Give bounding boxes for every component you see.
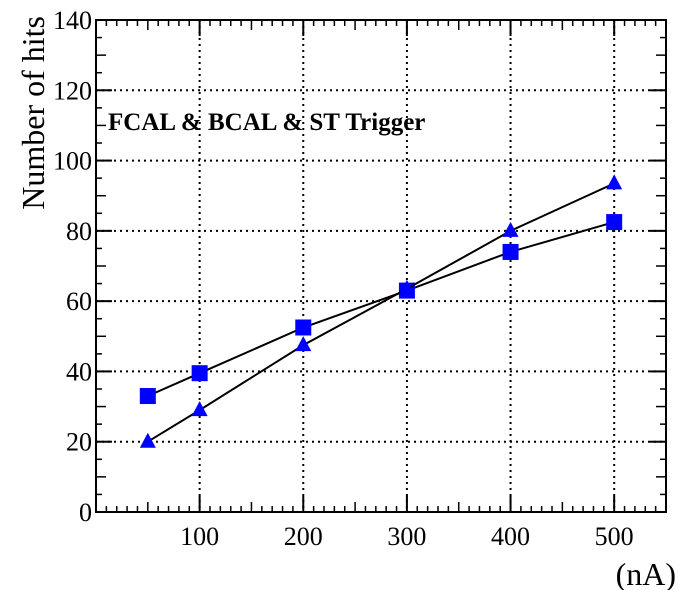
- plot-frame: [95, 19, 667, 513]
- axis-ticks: [96, 19, 667, 513]
- series-line-square: [147, 221, 615, 397]
- x-axis-title: (nA): [616, 556, 676, 590]
- x-tick-label: 300: [387, 522, 426, 551]
- y-tick-label: 60: [66, 287, 92, 316]
- triangle-marker: [295, 336, 312, 352]
- square-marker: [139, 388, 156, 405]
- x-tick-label: 500: [595, 522, 634, 551]
- y-tick-label: 120: [53, 76, 92, 105]
- y-tick-label: 80: [66, 217, 92, 246]
- y-tick-label: 100: [53, 147, 92, 176]
- triangle-marker: [398, 279, 415, 295]
- series-line-triangle: [147, 182, 615, 443]
- x-tick-label: 100: [180, 522, 219, 551]
- square-marker: [295, 319, 312, 336]
- square-marker: [502, 243, 519, 260]
- tick-labels: 100 200 300 400 500 0 20 40 60 80 100 120 140: [53, 6, 634, 551]
- y-tick-label: 140: [53, 6, 92, 35]
- chart-annotation: FCAL & BCAL & ST Trigger: [108, 109, 425, 136]
- square-marker: [606, 214, 623, 231]
- x-tick-label: 400: [491, 522, 530, 551]
- y-tick-label: 20: [66, 428, 92, 457]
- y-tick-label: 0: [79, 498, 92, 527]
- y-axis-title: Number of hits: [15, 16, 51, 210]
- grid: [96, 20, 666, 512]
- triangle-marker: [191, 401, 208, 417]
- x-tick-label: 200: [284, 522, 323, 551]
- series-layer: [139, 174, 623, 448]
- square-marker: [191, 365, 208, 382]
- triangle-marker: [606, 174, 623, 190]
- triangle-marker: [502, 221, 519, 237]
- triangle-marker: [139, 432, 156, 448]
- y-tick-label: 40: [66, 357, 92, 386]
